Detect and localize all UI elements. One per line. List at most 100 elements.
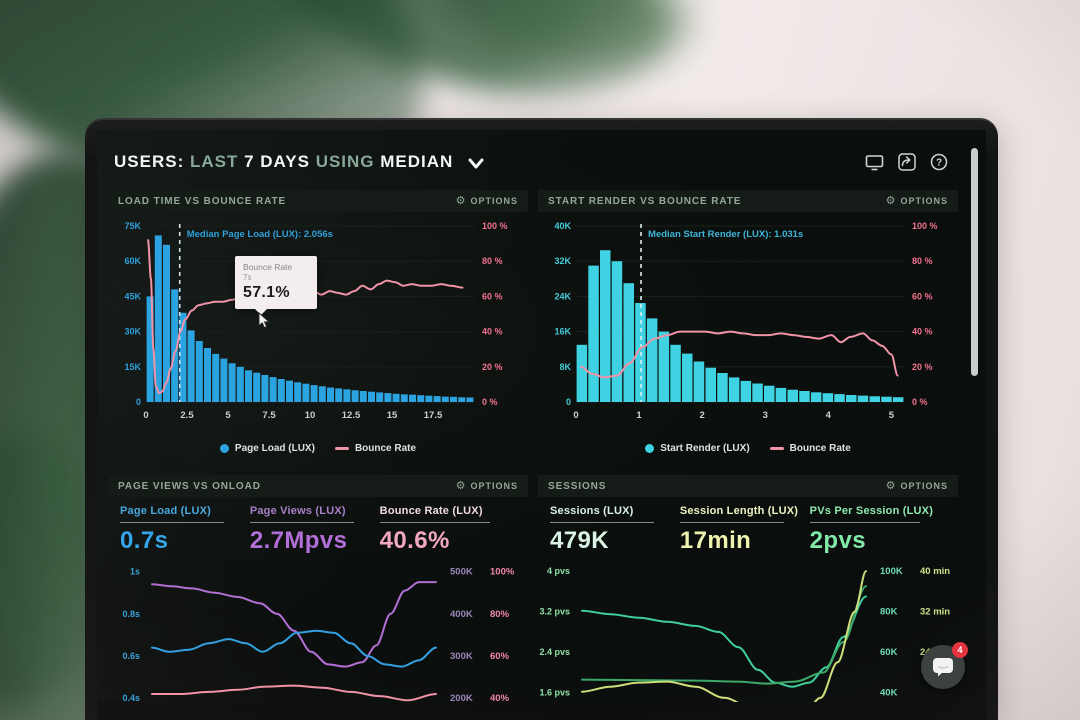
histogram-bar [384, 393, 392, 402]
dashboard-header: USERS: LAST 7 DAYS USING MEDIAN [114, 152, 948, 172]
load-time-chart[interactable]: 0 0 % 15K 20 % 30K 40 % 45K 60 % 60K 80 % 75K 100 %… [108, 212, 528, 438]
histogram-bar [228, 363, 236, 402]
histogram-bar [682, 353, 693, 402]
histogram-bar [392, 393, 400, 402]
histogram-bar [846, 395, 857, 402]
series-line [581, 595, 867, 688]
histogram-bar [343, 389, 351, 402]
svg-text:?: ? [935, 158, 941, 169]
legend-label: Start Render (LUX) [660, 442, 750, 454]
histogram-bar [881, 396, 892, 402]
axis-label: 15 [387, 410, 398, 421]
legend-label: Page Load (LUX) [234, 442, 315, 454]
metric-underline [550, 522, 654, 523]
laptop-bottom-bezel [97, 702, 986, 720]
chevron-down-icon[interactable] [468, 158, 484, 169]
histogram-bar [752, 383, 763, 402]
legend-line-swatch [769, 446, 784, 450]
panel-title: LOAD TIME VS BOUNCE RATE [118, 195, 287, 207]
axis-label: 0 % [482, 397, 498, 407]
bounce-rate-line [580, 330, 899, 379]
metric-page-load: Page Load (LUX) 0.7s [120, 505, 250, 553]
legend-dot-swatch [645, 443, 655, 453]
axis-label: 60K [880, 647, 898, 658]
share-icon[interactable] [897, 153, 916, 172]
axis-label: 1.6 pvs [539, 688, 570, 698]
histogram-bar [212, 353, 220, 402]
page-title: USERS: LAST 7 DAYS USING MEDIAN [114, 152, 484, 172]
scrollbar[interactable] [971, 148, 978, 376]
series-line [151, 629, 437, 668]
histogram-bar [310, 385, 318, 402]
axis-label: 400K [450, 609, 473, 620]
legend-dot-swatch [219, 443, 229, 453]
legend-item: Start Render (LUX) [645, 442, 750, 454]
panel-sessions: SESSIONS ⚙ OPTIONS Sessions (LUX) 479K [538, 475, 958, 702]
plant-leaf [420, 0, 700, 86]
histogram-bar [236, 366, 244, 402]
histogram-bar [220, 358, 228, 402]
series-line [151, 581, 437, 668]
options-button[interactable]: ⚙ OPTIONS [885, 194, 948, 207]
axis-label: 20 % [482, 362, 503, 372]
axis-label: 32 min [920, 607, 950, 618]
metrics-row: Page Load (LUX) 0.7s Page Views (LUX) 2.… [108, 497, 528, 553]
histogram-bar [351, 390, 359, 402]
metric-bounce-rate: Bounce Rate (LUX) 40.6% [379, 505, 516, 553]
histogram-bar [368, 391, 375, 402]
options-button[interactable]: ⚙ OPTIONS [885, 479, 948, 492]
chat-button[interactable]: 4 [921, 642, 968, 689]
series-line [581, 585, 867, 685]
legend-label: Bounce Rate [354, 442, 417, 454]
histogram-bar [253, 372, 261, 402]
axis-label: 0 % [912, 397, 928, 407]
panel-title: PAGE VIEWS VS ONLOAD [118, 480, 261, 492]
title-metric: MEDIAN [380, 152, 454, 171]
axis-label: 0.4s [122, 693, 140, 702]
histogram-bar [269, 377, 277, 402]
axis-label: 60 % [482, 291, 503, 301]
axis-label: 0.8s [122, 609, 140, 619]
page-views-chart[interactable]: 1s 0.8s 0.6s 0.4s 500K 100% 400K 80% 300K 60% 200K… [108, 553, 528, 702]
axis-label: 17.5 [424, 410, 443, 421]
title-days: 7 DAYS [244, 152, 310, 171]
cursor-icon [258, 312, 270, 329]
series-line [581, 570, 867, 702]
legend: Start Render (LUX) Bounce Rate [538, 438, 958, 458]
axis-label: 4 pvs [547, 566, 570, 576]
help-icon[interactable]: ? [929, 153, 948, 172]
axis-label: 7.5 [262, 410, 276, 421]
sessions-chart[interactable]: 4 pvs 3.2 pvs 2.4 pvs 1.6 pvs 100K 40 min 80K 3… [538, 553, 958, 702]
display-icon[interactable] [865, 153, 884, 172]
dashboard-screen: USERS: LAST 7 DAYS USING MEDIAN [97, 130, 986, 702]
options-button[interactable]: ⚙ OPTIONS [455, 194, 518, 207]
histogram-bar [822, 393, 834, 402]
histogram-bar [376, 392, 384, 402]
axis-label: 0 [136, 397, 141, 407]
histogram-bar [728, 377, 740, 402]
histogram-bar [740, 380, 752, 402]
histogram-bar [892, 397, 904, 402]
axis-label: 30K [124, 327, 141, 337]
axis-label: 20 % [912, 362, 933, 372]
metric-session-length: Session Length (LUX) 17min [679, 505, 799, 554]
start-render-chart[interactable]: 0 0 % 8K 20 % 16K 40 % 24K 60 % 32K 80 % 40K 100 % 0… [538, 212, 958, 438]
metric-underline [379, 522, 490, 523]
axis-label: 75K [124, 221, 141, 231]
options-button[interactable]: ⚙ OPTIONS [455, 479, 518, 492]
panel-title: SESSIONS [548, 480, 607, 492]
histogram-bar [409, 394, 416, 402]
legend-item: Bounce Rate [334, 442, 417, 454]
axis-label: 60% [490, 651, 510, 662]
axis-label: 15K [124, 362, 141, 372]
histogram-bar [400, 394, 408, 402]
axis-label: 300K [450, 651, 473, 662]
axis-label: 100K [880, 566, 903, 577]
header-toolbar: ? [865, 153, 948, 172]
histogram-bar [600, 250, 611, 402]
legend-item: Bounce Rate [769, 443, 851, 454]
histogram-bar [433, 396, 441, 402]
axis-label: 12.5 [342, 410, 361, 421]
axis-label: 32K [554, 256, 571, 266]
